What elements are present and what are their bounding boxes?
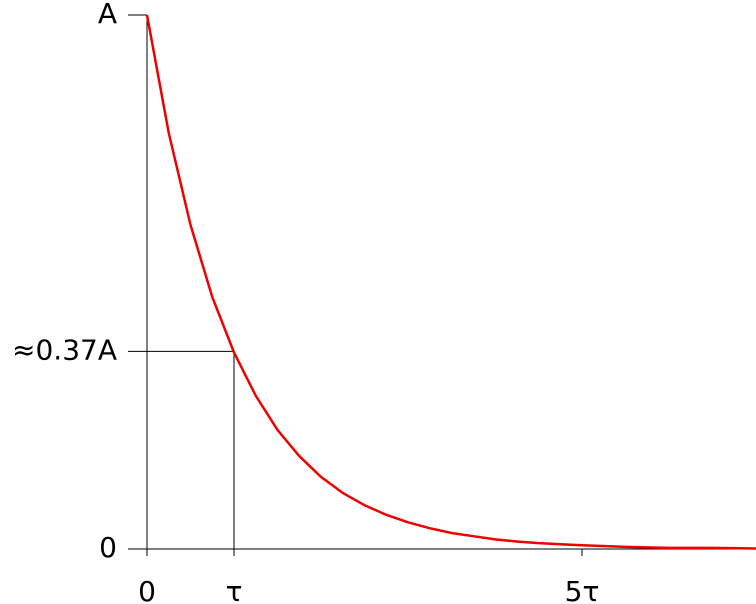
y-tick-label: ≈0.37A [12, 333, 117, 366]
y-tick-label: 0 [99, 531, 117, 564]
x-tick-label: 0 [138, 575, 156, 604]
line-series [145, 14, 756, 550]
y-tick-label: A [98, 0, 117, 30]
x-tick-label: τ [226, 575, 243, 604]
x-tick-label: 5τ [565, 575, 600, 604]
